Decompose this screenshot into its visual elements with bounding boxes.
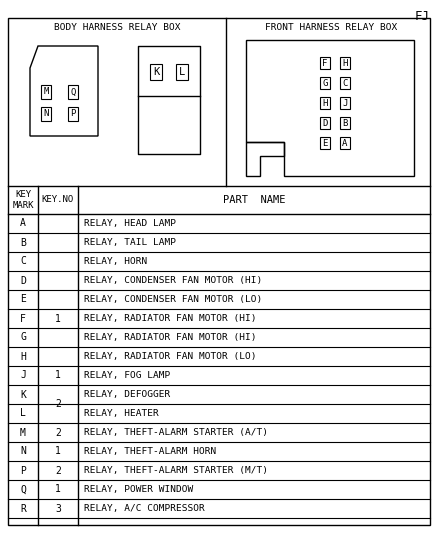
Text: RELAY, A/C COMPRESSOR: RELAY, A/C COMPRESSOR xyxy=(84,504,205,513)
Text: Q: Q xyxy=(20,484,26,495)
Text: RELAY, RADIATOR FAN MOTOR (HI): RELAY, RADIATOR FAN MOTOR (HI) xyxy=(84,333,257,342)
Text: E: E xyxy=(322,139,328,148)
Text: N: N xyxy=(43,109,49,118)
Text: KEY
MARK: KEY MARK xyxy=(12,190,34,210)
Text: C: C xyxy=(343,78,348,87)
Text: RELAY, DEFOGGER: RELAY, DEFOGGER xyxy=(84,390,170,399)
Text: R: R xyxy=(20,504,26,513)
Text: RELAY, FOG LAMP: RELAY, FOG LAMP xyxy=(84,371,170,380)
Text: H: H xyxy=(322,99,328,108)
Text: D: D xyxy=(20,276,26,286)
Text: RELAY, THEFT-ALARM STARTER (A/T): RELAY, THEFT-ALARM STARTER (A/T) xyxy=(84,428,268,437)
Text: E: E xyxy=(20,295,26,304)
Text: A: A xyxy=(343,139,348,148)
Text: FJ: FJ xyxy=(415,10,430,23)
Text: J: J xyxy=(343,99,348,108)
Text: C: C xyxy=(20,256,26,266)
Text: M: M xyxy=(43,87,49,96)
Text: F: F xyxy=(322,59,328,68)
Bar xyxy=(138,46,200,154)
Text: KEY.NO: KEY.NO xyxy=(42,196,74,205)
Text: 2: 2 xyxy=(55,465,61,475)
Text: RELAY, CONDENSER FAN MOTOR (HI): RELAY, CONDENSER FAN MOTOR (HI) xyxy=(84,276,262,285)
Text: F: F xyxy=(20,313,26,324)
Text: K: K xyxy=(153,67,159,77)
Text: J: J xyxy=(20,370,26,381)
Text: D: D xyxy=(322,118,328,127)
Text: 1: 1 xyxy=(55,313,61,324)
Text: Q: Q xyxy=(71,87,76,96)
Text: RELAY, HEAD LAMP: RELAY, HEAD LAMP xyxy=(84,219,176,228)
Text: RELAY, TAIL LAMP: RELAY, TAIL LAMP xyxy=(84,238,176,247)
Text: K: K xyxy=(20,390,26,400)
Text: PART  NAME: PART NAME xyxy=(223,195,285,205)
Text: RELAY, THEFT-ALARM HORN: RELAY, THEFT-ALARM HORN xyxy=(84,447,216,456)
Text: H: H xyxy=(20,351,26,361)
Text: 1: 1 xyxy=(55,447,61,456)
Text: 1: 1 xyxy=(55,370,61,381)
Text: 3: 3 xyxy=(55,504,61,513)
Text: 1: 1 xyxy=(55,484,61,495)
Text: G: G xyxy=(20,333,26,343)
Text: A: A xyxy=(20,219,26,229)
Text: FRONT HARNESS RELAY BOX: FRONT HARNESS RELAY BOX xyxy=(265,22,397,31)
Text: 2: 2 xyxy=(55,399,61,409)
Text: M: M xyxy=(20,427,26,438)
Text: RELAY, POWER WINDOW: RELAY, POWER WINDOW xyxy=(84,485,193,494)
Text: B: B xyxy=(20,238,26,247)
Text: RELAY, RADIATOR FAN MOTOR (HI): RELAY, RADIATOR FAN MOTOR (HI) xyxy=(84,314,257,323)
Text: N: N xyxy=(20,447,26,456)
Text: L: L xyxy=(179,67,185,77)
Text: RELAY, CONDENSER FAN MOTOR (LO): RELAY, CONDENSER FAN MOTOR (LO) xyxy=(84,295,262,304)
Text: P: P xyxy=(20,465,26,475)
Text: G: G xyxy=(322,78,328,87)
Text: H: H xyxy=(343,59,348,68)
Text: RELAY, RADIATOR FAN MOTOR (LO): RELAY, RADIATOR FAN MOTOR (LO) xyxy=(84,352,257,361)
Text: RELAY, HEATER: RELAY, HEATER xyxy=(84,409,159,418)
Text: BODY HARNESS RELAY BOX: BODY HARNESS RELAY BOX xyxy=(54,22,180,31)
Text: RELAY, THEFT-ALARM STARTER (M/T): RELAY, THEFT-ALARM STARTER (M/T) xyxy=(84,466,268,475)
Text: B: B xyxy=(343,118,348,127)
Text: L: L xyxy=(20,408,26,418)
Text: RELAY, HORN: RELAY, HORN xyxy=(84,257,147,266)
Text: 2: 2 xyxy=(55,427,61,438)
Text: P: P xyxy=(71,109,76,118)
